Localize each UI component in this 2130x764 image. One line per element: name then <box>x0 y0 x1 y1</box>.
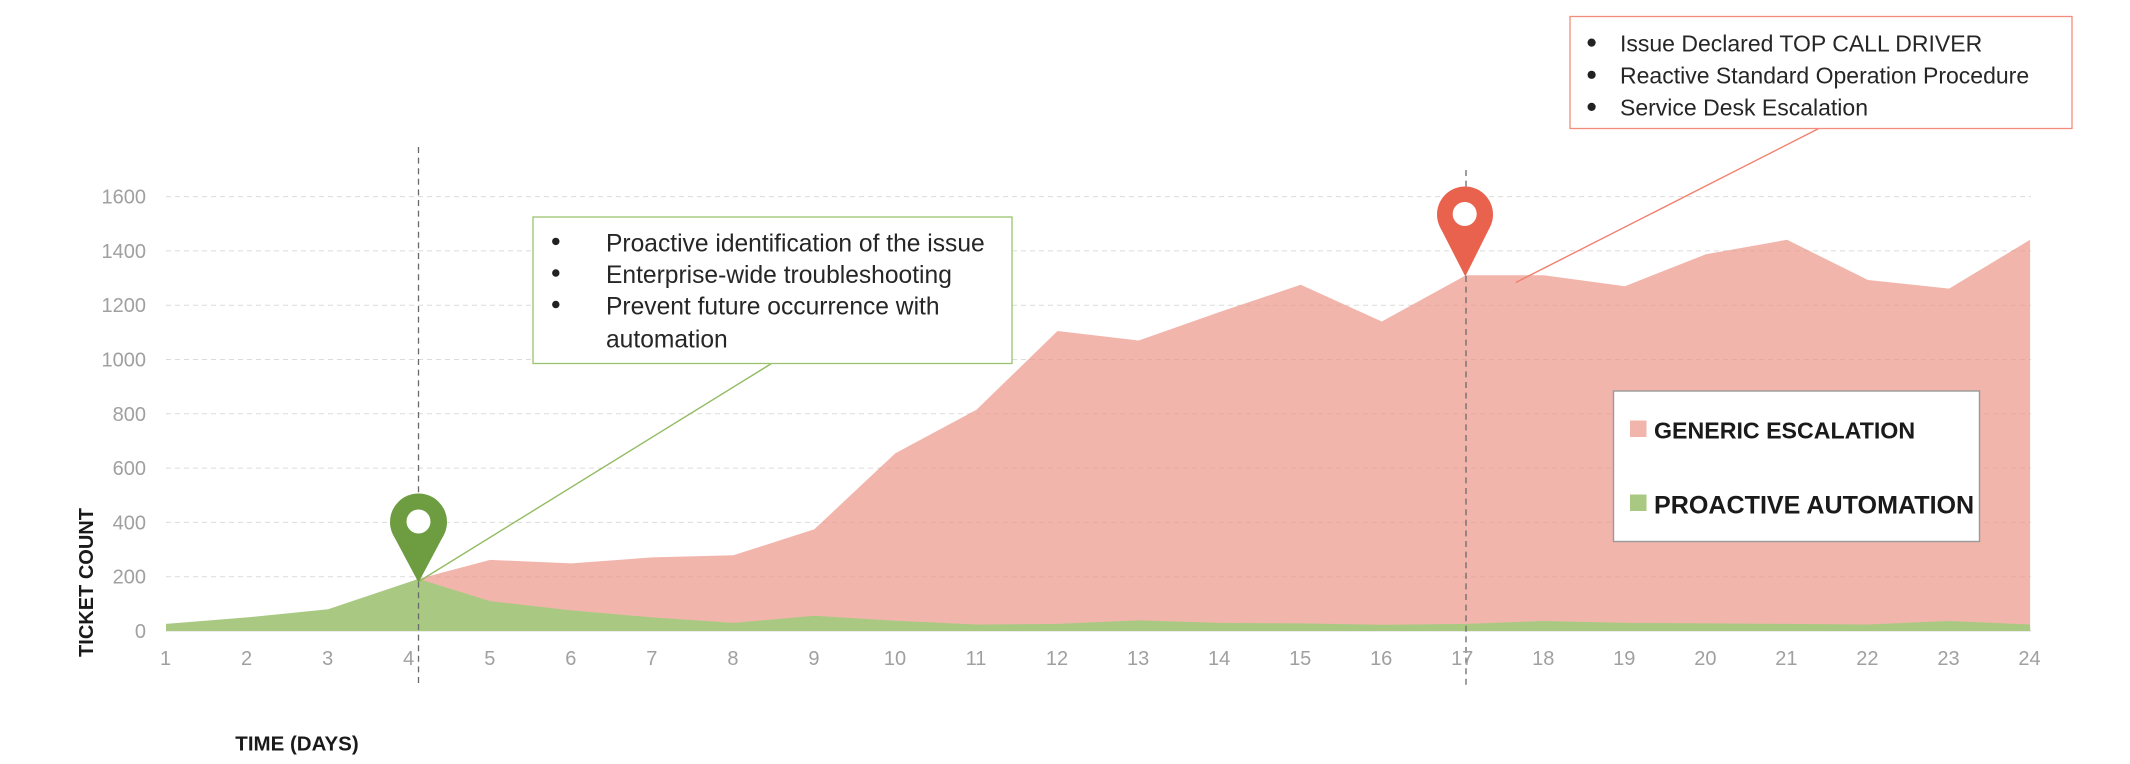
svg-text:18: 18 <box>1532 648 1554 670</box>
svg-text:automation: automation <box>606 326 728 353</box>
svg-text:8: 8 <box>727 648 738 670</box>
svg-text:13: 13 <box>1127 648 1149 670</box>
svg-text:Reactive Standard Operation Pr: Reactive Standard Operation Procedure <box>1620 63 2029 89</box>
svg-text:19: 19 <box>1613 648 1635 670</box>
svg-text:24: 24 <box>2018 648 2040 670</box>
svg-text:600: 600 <box>113 458 146 480</box>
svg-text:0: 0 <box>135 621 146 643</box>
svg-text:200: 200 <box>113 567 146 589</box>
svg-text:Proactive identification of th: Proactive identification of the issue <box>606 231 985 258</box>
svg-text:10: 10 <box>884 648 906 670</box>
svg-text:9: 9 <box>808 648 819 670</box>
svg-text:Prevent future occurrence with: Prevent future occurrence with <box>606 294 940 321</box>
svg-text:1600: 1600 <box>102 187 147 209</box>
svg-text:1000: 1000 <box>102 350 147 372</box>
svg-text:22: 22 <box>1856 648 1878 670</box>
svg-text:PROACTIVE AUTOMATION: PROACTIVE AUTOMATION <box>1654 492 1974 520</box>
svg-text:1400: 1400 <box>102 241 147 263</box>
svg-text:16: 16 <box>1370 648 1392 670</box>
svg-text:Service Desk Escalation: Service Desk Escalation <box>1620 95 1868 121</box>
svg-text:6: 6 <box>565 648 576 670</box>
svg-text:23: 23 <box>1937 648 1959 670</box>
svg-text:17: 17 <box>1451 648 1473 670</box>
svg-text:TICKET COUNT: TICKET COUNT <box>76 508 98 657</box>
svg-text:3: 3 <box>322 648 333 670</box>
svg-text:1: 1 <box>160 648 171 670</box>
svg-text:2: 2 <box>241 648 252 670</box>
svg-text:Issue Declared TOP CALL DRIVER: Issue Declared TOP CALL DRIVER <box>1620 31 1982 57</box>
svg-text:21: 21 <box>1775 648 1797 670</box>
svg-text:Enterprise-wide troubleshootin: Enterprise-wide troubleshooting <box>606 262 952 289</box>
svg-text:14: 14 <box>1208 648 1230 670</box>
svg-text:800: 800 <box>113 404 146 426</box>
svg-text:15: 15 <box>1289 648 1311 670</box>
svg-text:1200: 1200 <box>102 295 147 317</box>
svg-text:400: 400 <box>113 512 146 534</box>
svg-text:11: 11 <box>966 648 987 670</box>
svg-text:5: 5 <box>484 648 495 670</box>
svg-text:20: 20 <box>1694 648 1716 670</box>
svg-text:4: 4 <box>403 648 414 670</box>
svg-text:GENERIC ESCALATION: GENERIC ESCALATION <box>1654 418 1915 444</box>
svg-text:TIME (DAYS): TIME (DAYS) <box>235 733 358 756</box>
svg-text:12: 12 <box>1046 648 1068 670</box>
svg-text:7: 7 <box>646 648 657 670</box>
